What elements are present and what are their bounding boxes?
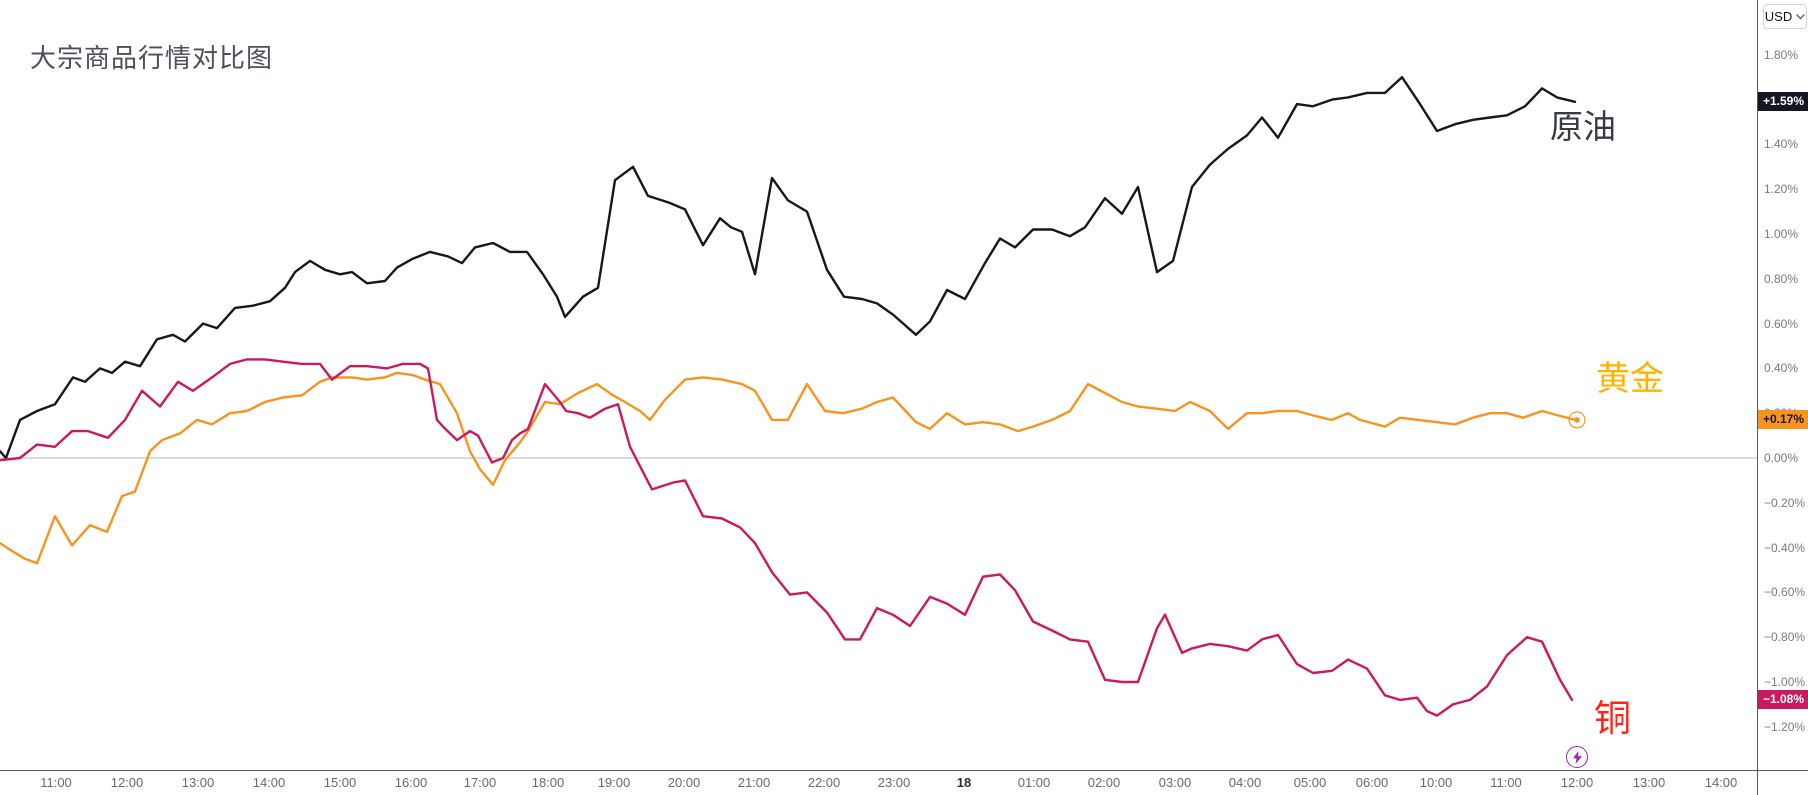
lightning-icon[interactable]	[1566, 746, 1588, 768]
price-tick: 0.40%	[1764, 361, 1799, 376]
chart-canvas[interactable]	[0, 0, 1757, 770]
last-value-badge-黄金: +0.17%	[1758, 410, 1808, 430]
time-tick: 06:00	[1355, 775, 1389, 790]
price-tick: 0.00%	[1764, 451, 1799, 465]
price-tick: 1.80%	[1764, 47, 1799, 62]
chevron-down-icon	[1796, 13, 1805, 19]
currency-label: USD	[1764, 9, 1793, 24]
currency-selector[interactable]: USD	[1763, 4, 1807, 29]
time-tick: 13:00	[181, 775, 215, 790]
time-tick: 11:00	[1490, 775, 1522, 790]
time-tick: 20:00	[667, 775, 701, 790]
price-tick: −0.60%	[1764, 585, 1806, 600]
last-value-badge-铜: −1.08%	[1758, 690, 1808, 710]
time-tick: 18	[956, 775, 972, 790]
time-tick: 01:00	[1017, 775, 1051, 790]
series-label-黄金[interactable]: 黄金	[1596, 360, 1664, 398]
series-line-铜	[0, 358, 1574, 717]
price-tick: −0.80%	[1764, 630, 1806, 645]
price-tick: −0.40%	[1764, 540, 1806, 555]
time-tick: 23:00	[877, 775, 911, 790]
time-tick: 02:00	[1087, 775, 1121, 790]
time-tick: 18:00	[531, 775, 565, 790]
time-tick: 05:00	[1293, 775, 1327, 790]
time-tick: 11:00	[40, 775, 72, 790]
last-value-badge-原油: +1.59%	[1758, 92, 1808, 112]
price-tick: 0.80%	[1764, 271, 1799, 286]
price-tick: 0.60%	[1764, 316, 1799, 331]
time-tick: 13:00	[1632, 775, 1666, 790]
time-tick: 16:00	[394, 775, 428, 790]
price-tick: 1.20%	[1764, 182, 1799, 197]
time-tick: 12:00	[110, 775, 144, 790]
last-price-dot	[1574, 417, 1580, 423]
time-tick: 15:00	[323, 775, 357, 790]
price-axis[interactable]: USD 1.80% 1.40% 1.20% 1.00% 0.80% 0.60% 0.40% 0…	[1757, 0, 1808, 795]
price-tick: 1.00%	[1764, 227, 1799, 241]
time-tick: 21:00	[737, 775, 771, 790]
series-label-铜[interactable]: 铜	[1594, 698, 1631, 739]
time-tick: 03:00	[1158, 775, 1192, 790]
time-axis[interactable]: 11:00 12:00 13:00 14:00 15:00 16:00 17:00 18:00…	[0, 771, 1757, 795]
time-tick: 04:00	[1228, 775, 1262, 790]
time-tick: 10:00	[1419, 775, 1453, 790]
chart-title: 大宗商品行情对比图	[30, 43, 274, 73]
last-price-ring	[1568, 411, 1586, 429]
price-tick: −1.00%	[1764, 675, 1806, 689]
time-tick: 19:00	[597, 775, 631, 790]
series-line-原油	[0, 75, 1577, 460]
time-axis-border	[0, 770, 1808, 771]
time-tick: 22:00	[807, 775, 841, 790]
time-tick: 14:00	[1704, 775, 1738, 790]
price-tick: 1.40%	[1764, 137, 1799, 152]
series-label-原油[interactable]: 原油	[1550, 108, 1616, 145]
time-tick: 17:00	[463, 775, 497, 790]
price-tick: −1.20%	[1764, 719, 1806, 734]
price-tick: −0.20%	[1764, 495, 1806, 510]
time-tick: 14:00	[252, 775, 286, 790]
time-tick: 12:00	[1560, 775, 1594, 790]
series-line-黄金	[0, 371, 1577, 565]
